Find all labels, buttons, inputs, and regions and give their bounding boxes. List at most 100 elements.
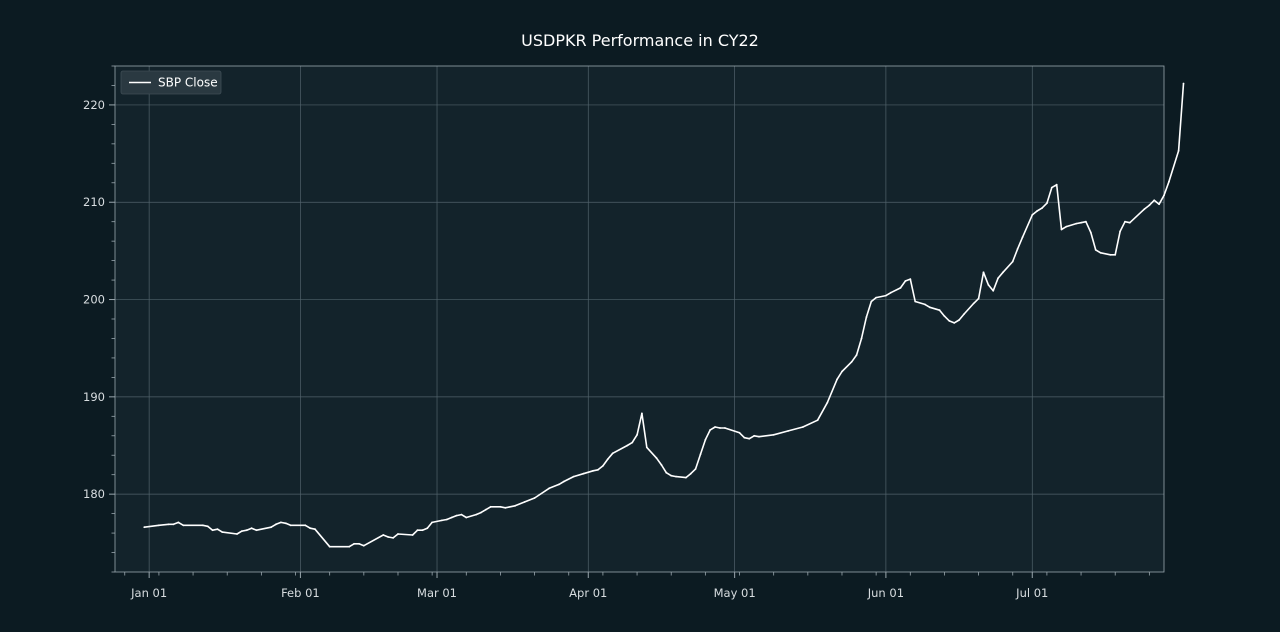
legend-label: SBP Close [158,76,218,90]
data-point [958,319,960,321]
grid [115,66,1164,572]
data-point [411,534,414,536]
data-point [865,316,868,318]
data-point [592,469,594,472]
data-point [987,284,990,286]
data-point [201,524,204,527]
data-point [304,524,307,527]
data-point [182,524,185,527]
data-point [724,427,726,429]
data-point [397,533,399,535]
data-point [704,438,707,441]
data-point [504,506,507,509]
data-point [914,300,917,303]
legend-box [120,70,222,95]
data-point [392,537,394,539]
data-point [909,278,912,280]
data-point [1036,210,1038,212]
data-point [802,426,804,428]
data-point [548,487,551,490]
data-point [714,426,716,428]
data-point [255,529,258,532]
data-point [938,309,941,312]
data-point [206,525,209,528]
data-point [158,524,160,527]
data-point [953,322,956,324]
data-point [1163,194,1165,197]
data-point [211,529,214,532]
x-tick-label: May 01 [714,586,756,600]
data-point [636,433,638,436]
data-point [353,542,355,545]
data-point [997,277,999,279]
data-point [1158,203,1160,206]
data-point [689,472,692,475]
data-point [597,468,599,471]
data-point [1094,249,1097,251]
y-tick-label: 210 [83,195,105,209]
data-point [221,531,224,533]
data-point [694,468,697,470]
data-point [275,523,277,526]
data-point [143,526,146,529]
data-point [943,315,946,317]
data-point [489,505,492,508]
data-point [241,530,243,532]
data-point [216,528,219,531]
data-point [250,527,253,530]
data-point [719,427,721,429]
data-point [992,289,995,292]
data-point [675,475,677,478]
data-point [655,457,658,460]
y-tick-label: 190 [83,390,105,404]
data-point [1128,221,1131,224]
data-point [284,522,287,525]
plot-frame [114,65,1165,573]
data-point [1119,230,1121,233]
data-point [314,528,316,531]
data-point [582,472,585,475]
data-point [963,313,965,315]
data-point [1148,204,1151,207]
data-point [480,511,482,514]
data-point [738,431,741,434]
data-point [611,452,614,455]
data-point [1153,199,1156,202]
data-point [445,518,448,521]
y-tick-label: 220 [83,98,105,112]
plot-area [115,66,1164,572]
data-point [758,435,760,438]
data-point [1050,186,1053,189]
data-point [1065,225,1068,228]
data-point [441,519,443,522]
data-point [641,412,643,415]
x-tick-label: Jan 01 [130,586,167,600]
data-point [167,523,170,526]
data-point [523,501,526,503]
x-tick-label: Jul 01 [1015,586,1048,600]
data-point [928,306,931,309]
data-point [382,534,385,536]
data-point [899,287,902,289]
data-point [748,437,751,440]
data-point [631,441,634,444]
data-point [685,476,687,479]
data-point [416,529,419,532]
data-point [1002,271,1004,274]
data-point [177,521,180,524]
data-point [855,354,858,356]
x-tick-label: Apr 01 [569,586,607,600]
data-point [699,453,702,456]
data-point [558,483,560,486]
data-point [1099,251,1102,254]
legend: SBP Close [120,70,222,95]
data-point [977,297,980,300]
data-point [280,521,282,524]
data-point [465,516,468,519]
data-point [972,302,975,305]
data-point [309,527,312,530]
data-point [626,444,629,447]
data-point [484,508,487,511]
x-tick-label: Jun 01 [867,586,904,600]
data-point [236,533,238,535]
